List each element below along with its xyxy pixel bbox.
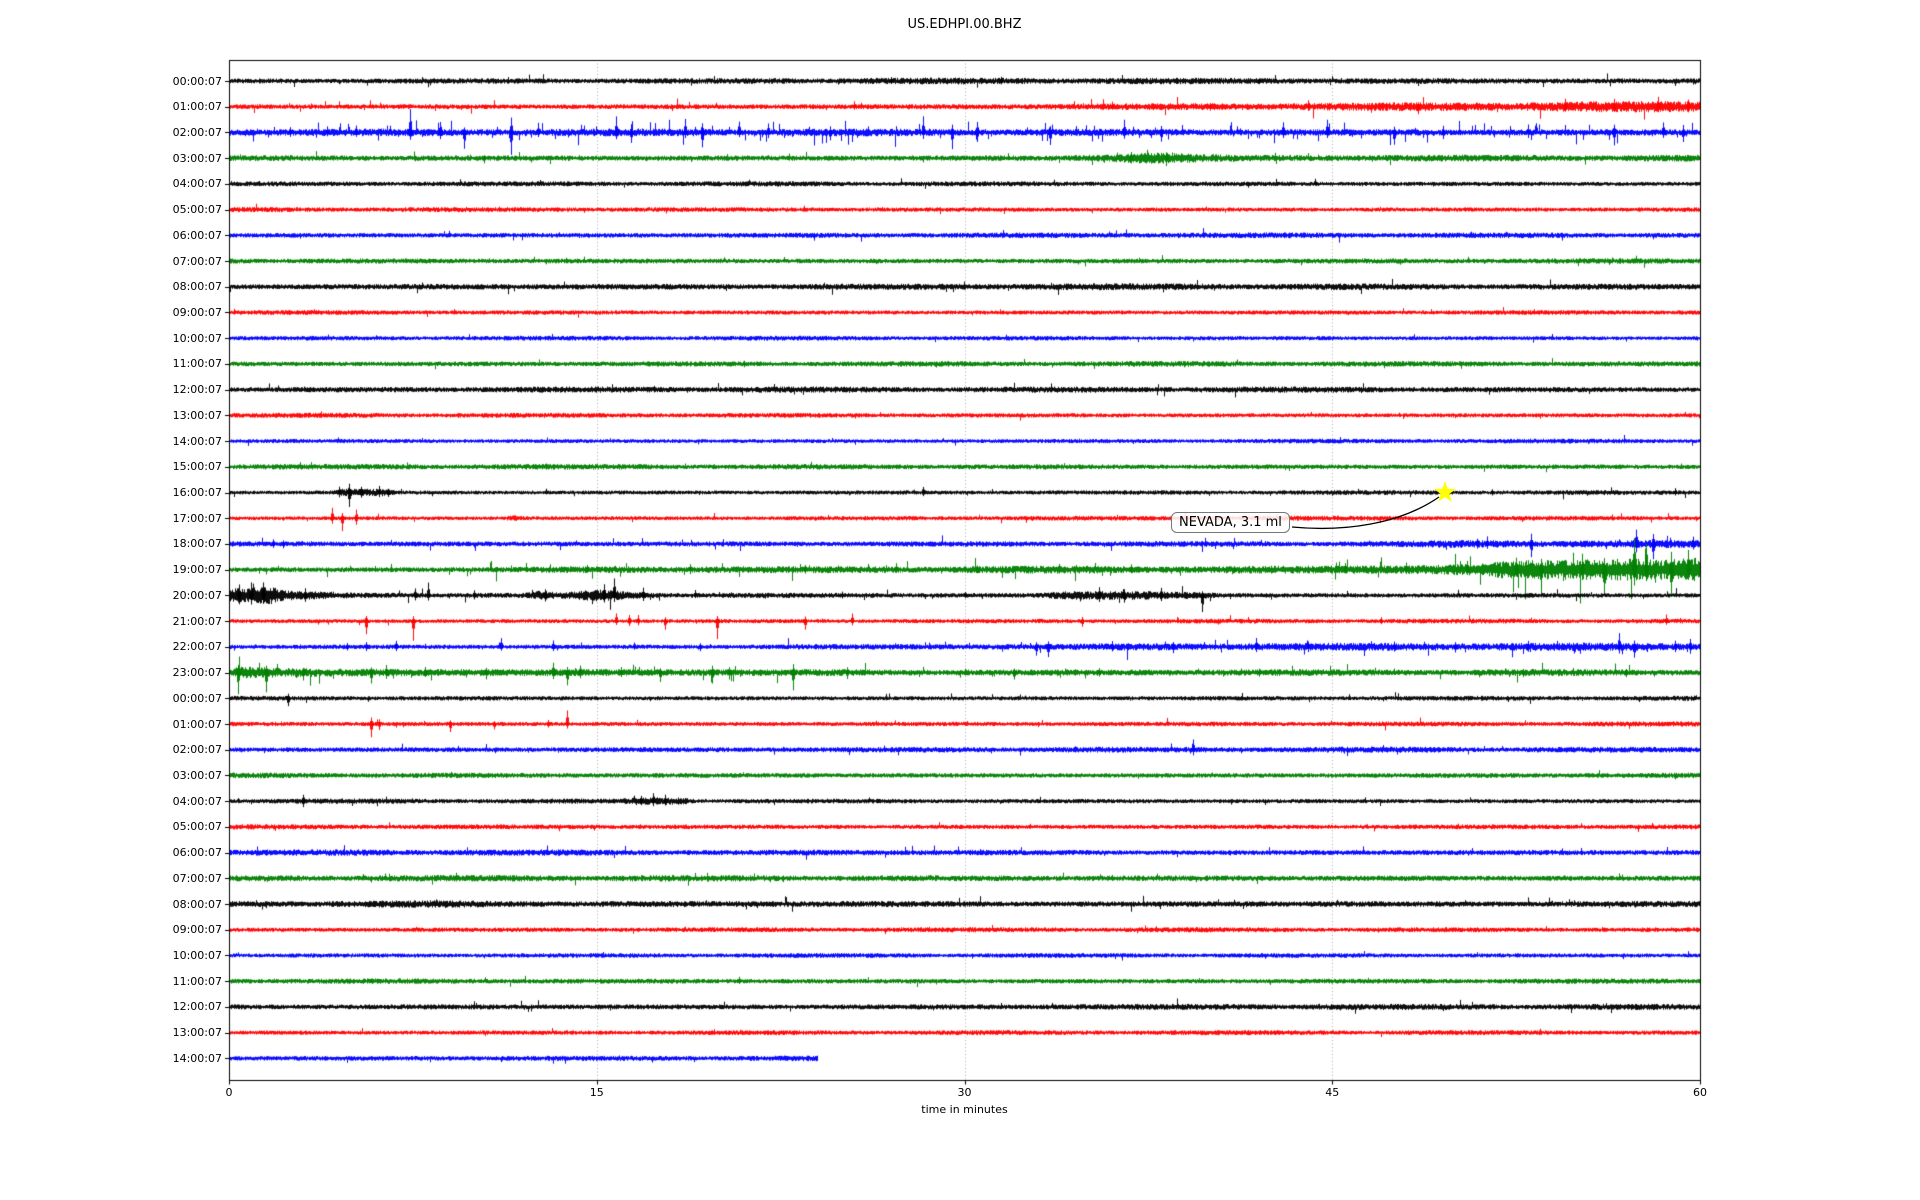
trace-time-label: 08:00:07 xyxy=(172,897,222,911)
x-tick-label: 0 xyxy=(225,1086,233,1099)
trace-time-label: 07:00:07 xyxy=(172,871,222,885)
trace-time-label: 17:00:07 xyxy=(172,511,222,525)
trace-time-label: 05:00:07 xyxy=(172,203,222,217)
trace-time-label: 12:00:07 xyxy=(172,383,222,397)
trace-time-label: 00:00:07 xyxy=(172,74,222,88)
trace-time-label: 03:00:07 xyxy=(172,151,222,165)
x-tick-label: 45 xyxy=(1325,1086,1340,1099)
trace-time-label: 11:00:07 xyxy=(172,974,222,988)
trace-time-label: 14:00:07 xyxy=(172,434,222,448)
trace-time-label: 04:00:07 xyxy=(172,794,222,808)
trace-time-label: 10:00:07 xyxy=(172,331,222,345)
trace-time-label: 05:00:07 xyxy=(172,820,222,834)
trace-time-label: 06:00:07 xyxy=(172,228,222,242)
x-tick-label: 60 xyxy=(1693,1086,1707,1099)
trace-time-label: 18:00:07 xyxy=(172,537,222,551)
trace-time-label: 02:00:07 xyxy=(172,743,222,757)
event-annotation-text: NEVADA, 3.1 ml xyxy=(1179,515,1282,530)
figure-title: US.EDHPI.00.BHZ xyxy=(907,17,1022,32)
trace-time-label: 09:00:07 xyxy=(172,923,222,937)
trace-time-label: 14:00:07 xyxy=(172,1051,222,1065)
trace-time-label: 01:00:07 xyxy=(172,717,222,731)
x-axis-label: time in minutes xyxy=(921,1103,1008,1116)
trace-time-label: 10:00:07 xyxy=(172,948,222,962)
trace-time-label: 04:00:07 xyxy=(172,177,222,191)
trace-time-label: 08:00:07 xyxy=(172,280,222,294)
x-tick-label: 30 xyxy=(957,1086,972,1099)
event-annotation-box: NEVADA, 3.1 ml xyxy=(1171,512,1290,533)
trace-time-label: 22:00:07 xyxy=(172,640,222,654)
trace-time-label: 19:00:07 xyxy=(172,563,222,577)
trace-time-label: 01:00:07 xyxy=(172,100,222,114)
trace-time-label: 03:00:07 xyxy=(172,768,222,782)
trace-time-label: 00:00:07 xyxy=(172,691,222,705)
trace-time-label: 07:00:07 xyxy=(172,254,222,268)
trace-time-label: 21:00:07 xyxy=(172,614,222,628)
trace-time-label: 13:00:07 xyxy=(172,1026,222,1040)
trace-time-label: 13:00:07 xyxy=(172,408,222,422)
trace-time-label: 11:00:07 xyxy=(172,357,222,371)
trace-time-label: 23:00:07 xyxy=(172,666,222,680)
trace-time-label: 12:00:07 xyxy=(172,1000,222,1014)
trace-time-label: 09:00:07 xyxy=(172,305,222,319)
trace-time-label: 06:00:07 xyxy=(172,846,222,860)
trace-time-label: 20:00:07 xyxy=(172,588,222,602)
trace-time-label: 15:00:07 xyxy=(172,460,222,474)
x-tick-label: 15 xyxy=(589,1086,604,1099)
trace-time-label: 02:00:07 xyxy=(172,125,222,139)
trace-time-label: 16:00:07 xyxy=(172,486,222,500)
